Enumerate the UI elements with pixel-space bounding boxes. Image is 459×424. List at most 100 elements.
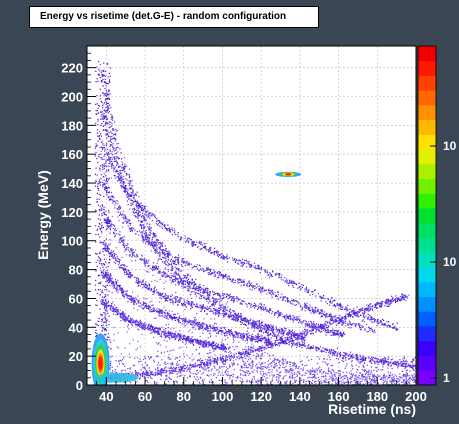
scatter-point [173,316,175,318]
scatter-point [336,304,339,306]
scatter-point [191,321,193,323]
scatter-point [135,216,137,218]
scatter-point [129,183,131,185]
scatter-point [293,342,295,344]
scatter-point [155,265,157,267]
scatter-point [326,349,328,351]
scatter-point [177,236,179,238]
scatter-point [170,258,172,260]
scatter-point [344,353,346,355]
scatter-point [121,268,124,270]
scatter-point [175,256,177,258]
scatter-point [165,296,167,298]
scatter-point [150,324,152,327]
scatter-point [145,238,147,240]
scatter-point [137,300,139,302]
scatter-point [143,326,145,328]
scatter-point [213,308,215,310]
scatter-point [405,359,407,361]
scatter-point [384,359,386,361]
scatter-point [103,274,105,276]
scatter-point [126,318,128,320]
scatter-point [242,338,244,340]
scatter-point [116,287,118,289]
scatter-point [358,316,360,318]
scatter-point [253,337,255,339]
scatter-point [344,308,346,310]
scatter-point [235,331,237,333]
scatter-point [395,362,397,364]
scatter-point [289,282,291,284]
scatter-point [286,317,288,319]
scatter-point [157,239,159,241]
scatter-point [106,279,108,281]
scatter-point [127,247,130,249]
scatter-point [237,278,239,280]
scatter-point [112,257,114,259]
scatter-point [152,270,154,272]
scatter-point [276,331,278,333]
scatter-point [206,308,208,310]
scatter-point [170,277,172,279]
scatter-point [104,92,106,95]
scatter-point [116,307,118,309]
scatter-point [358,323,360,325]
scatter-point [105,244,107,246]
scatter-point [158,310,161,312]
scatter-point [123,167,125,169]
scatter-point [187,278,190,280]
scatter-point [382,363,385,365]
scatter-point [192,243,194,245]
scatter-point [129,277,131,279]
scatter-point [117,211,119,213]
scatter-point [389,363,391,365]
scatter-point [104,78,106,80]
scatter-point [213,250,215,252]
scatter-point [150,242,152,244]
scatter-point [381,324,383,326]
scatter-point [212,312,214,314]
scatter-point [123,290,125,292]
scatter-point [147,262,149,264]
scatter-point [129,254,131,256]
scatter-point [149,234,151,236]
scatter-point [128,276,130,278]
scatter-point [204,246,206,248]
scatter-point [143,225,145,227]
scatter-point [158,220,160,222]
scatter-point [123,240,125,242]
scatter-point [236,314,238,316]
scatter-point [252,285,254,287]
scatter-point [270,324,272,326]
scatter-point [300,288,302,290]
scatter-point [102,147,104,150]
scatter-point [131,249,134,252]
scatter-point [317,309,319,311]
scatter-point [403,361,405,363]
scatter-point [173,317,175,319]
scatter-point [144,239,146,241]
scatter-point [145,302,147,304]
scatter-point [115,230,117,232]
scatter-point [161,313,164,315]
scatter-point [342,335,344,337]
scatter-point [298,282,300,284]
scatter-point [259,335,261,338]
scatter-point [218,254,220,256]
scatter-point [302,344,304,346]
scatter-point [104,214,106,216]
scatter-point [174,317,176,319]
scatter-point [278,312,280,314]
scatter-point [111,125,113,127]
scatter-point [174,260,176,262]
scatter-point [314,324,316,326]
scatter-point [183,319,185,321]
scatter-point [126,245,128,247]
scatter-point [259,290,261,293]
scatter-point [163,316,165,318]
scatter-point [239,333,241,335]
scatter-point [353,323,355,325]
scatter-point [120,237,122,239]
scatter-point [156,247,158,249]
scatter-point [289,330,291,332]
